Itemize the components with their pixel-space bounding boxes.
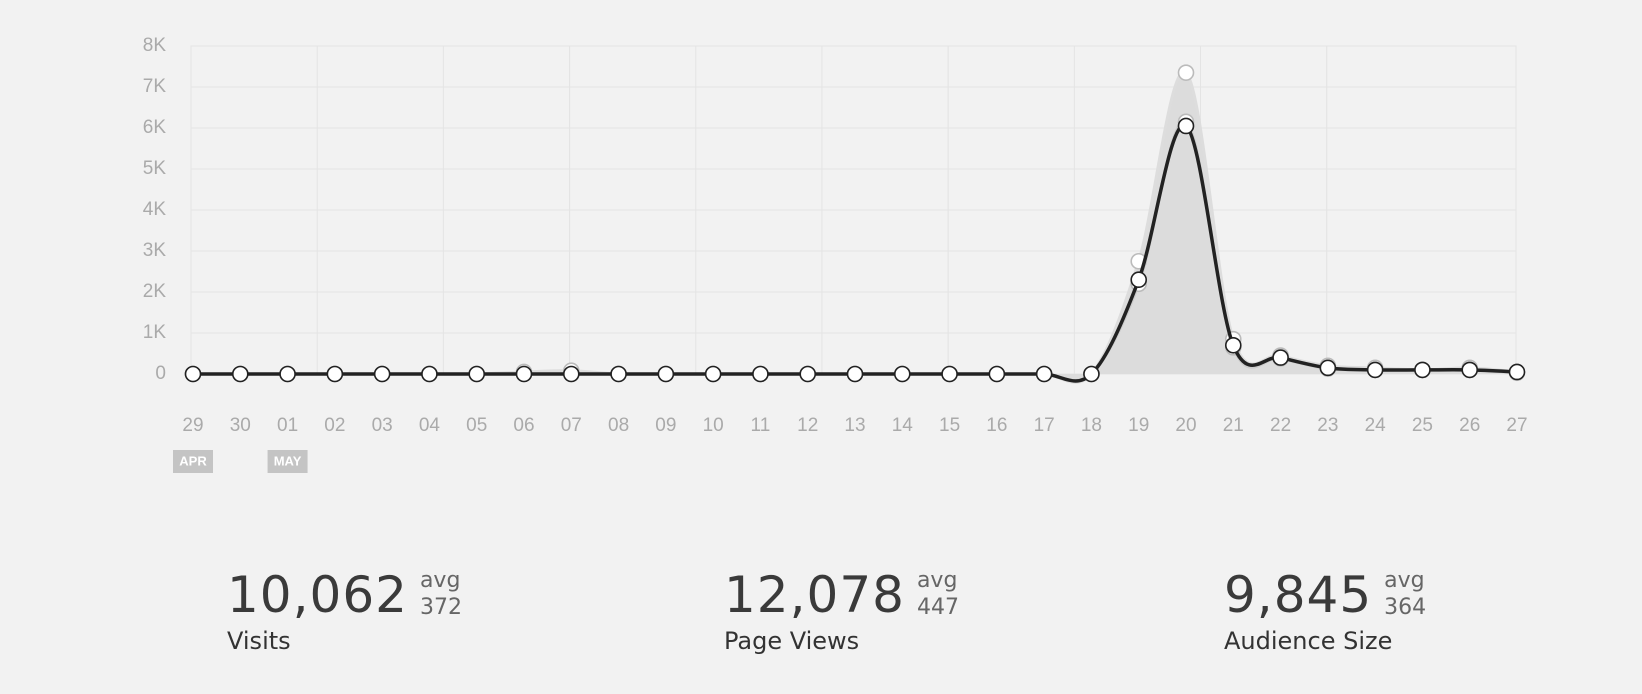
point [421, 365, 438, 383]
x-tick-label: 17 [1034, 415, 1055, 436]
stat-label: Visits [227, 627, 291, 655]
stat-value: 10,062 [227, 566, 408, 624]
x-tick-label: 02 [324, 415, 345, 436]
month-marker-box [173, 450, 213, 473]
x-tick-label: 01 [277, 415, 298, 436]
month-marker: MAY [274, 453, 302, 468]
stat: 9,845 avg 364 Audience Size [1224, 565, 1426, 655]
stat: 10,062 avg 372 Visits [227, 565, 462, 655]
stat-label: Audience Size [1224, 627, 1393, 655]
y-tick-label: 4K [143, 199, 167, 220]
y-tick-label: 0 [155, 363, 166, 384]
point [1414, 361, 1431, 379]
point [279, 365, 296, 383]
stat-average: avg 364 [1384, 567, 1426, 621]
x-tick-label: 21 [1223, 415, 1244, 436]
month-marker: APR [179, 453, 207, 468]
x-tick-label: 11 [751, 415, 771, 436]
x-tick-label: 22 [1270, 415, 1291, 436]
x-tick-label: 07 [561, 415, 582, 436]
stat-value: 9,845 [1224, 566, 1373, 624]
point [562, 365, 580, 383]
avg-label: avg [419, 568, 461, 593]
point [1319, 359, 1337, 377]
stat: 12,078 avg 447 Page Views [724, 565, 959, 655]
y-tick-label: 3K [143, 240, 167, 261]
x-tick-label: 26 [1459, 415, 1480, 436]
x-tick-label: 25 [1412, 415, 1433, 436]
x-tick-label: 04 [419, 415, 441, 436]
y-tick-label: 7K [143, 76, 167, 97]
x-tick-label: 03 [372, 415, 393, 436]
point [1272, 349, 1289, 366]
point [1177, 64, 1195, 81]
line [192, 123, 1518, 383]
point [1177, 117, 1195, 135]
point [231, 365, 249, 383]
month-marker-box [267, 450, 308, 473]
point [1366, 361, 1384, 379]
point [988, 365, 1006, 383]
x-tick-label: 18 [1081, 415, 1102, 436]
y-tick-label: 6K [143, 117, 167, 138]
x-tick-label: 13 [844, 415, 865, 436]
point [1083, 365, 1100, 383]
x-tick-label: 09 [655, 415, 676, 436]
point [893, 365, 911, 383]
point [468, 365, 486, 383]
point [184, 365, 202, 383]
stat-row: 12,078 avg 447 [724, 565, 959, 625]
point [373, 365, 391, 383]
stat-row: 10,062 avg 372 [227, 565, 462, 625]
point [1130, 271, 1148, 289]
point [1224, 336, 1242, 354]
x-tick-label: 24 [1365, 415, 1387, 436]
x-tick-label: 15 [939, 415, 960, 436]
point [610, 365, 627, 383]
y-tick-label: 5K [143, 158, 167, 179]
area [193, 71, 1517, 383]
avg-value: 447 [916, 595, 959, 620]
point [941, 365, 958, 383]
x-tick-label: 27 [1506, 415, 1527, 436]
x-tick-label: 19 [1128, 415, 1149, 436]
y-tick-label: 8K [143, 35, 167, 56]
point [1508, 363, 1526, 381]
avg-value: 372 [419, 595, 462, 620]
point [799, 365, 817, 383]
point [1035, 365, 1053, 383]
point [657, 365, 675, 383]
x-tick-label: 30 [230, 415, 251, 436]
x-tick-label: 05 [466, 415, 487, 436]
x-tick-label: 20 [1175, 415, 1196, 436]
stat-row: 9,845 avg 364 [1224, 565, 1426, 625]
stat-value: 12,078 [724, 566, 905, 624]
point [326, 365, 344, 383]
point [704, 365, 722, 383]
x-tick-label: 12 [797, 415, 818, 436]
chart: 0 1K 2K 3K 4K 5K 6K 7K 8K 29 APR 30 01 MAY 02 03 04 05 06 0… [143, 35, 1528, 473]
avg-label: avg [1384, 568, 1425, 593]
point [1461, 361, 1479, 379]
point [752, 365, 769, 383]
x-tick-label: 23 [1317, 415, 1338, 436]
avg-value: 364 [1384, 595, 1427, 620]
avg-label: avg [916, 568, 958, 593]
x-tick-label: 29 [182, 415, 203, 436]
point [846, 365, 864, 383]
point [515, 365, 533, 383]
x-tick-label: 14 [892, 415, 914, 436]
stat-average: avg 447 [917, 567, 959, 621]
y-tick-label: 1K [143, 322, 167, 343]
stat-average: avg 372 [420, 567, 462, 621]
y-tick-label: 2K [143, 281, 167, 302]
x-tick-label: 06 [513, 415, 534, 436]
x-tick-label: 16 [986, 415, 1007, 436]
stat-label: Page Views [724, 627, 860, 655]
x-tick-label: 08 [608, 415, 629, 436]
x-tick-label: 10 [703, 415, 724, 436]
line [192, 70, 1518, 384]
